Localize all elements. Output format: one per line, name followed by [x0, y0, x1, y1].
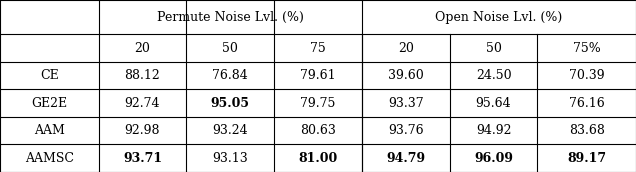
Text: 50: 50: [486, 42, 501, 55]
Text: 88.12: 88.12: [125, 69, 160, 82]
Text: 75: 75: [310, 42, 326, 55]
Text: Open Noise Lvl. (%): Open Noise Lvl. (%): [435, 11, 563, 24]
Text: 80.63: 80.63: [300, 124, 336, 137]
Text: 39.60: 39.60: [388, 69, 424, 82]
Text: 96.09: 96.09: [474, 152, 513, 165]
Text: 83.68: 83.68: [569, 124, 605, 137]
Text: 76.84: 76.84: [212, 69, 248, 82]
Text: 92.98: 92.98: [125, 124, 160, 137]
Text: 81.00: 81.00: [298, 152, 338, 165]
Text: 94.92: 94.92: [476, 124, 511, 137]
Text: 95.05: 95.05: [211, 97, 250, 110]
Text: Permute Noise Lvl. (%): Permute Noise Lvl. (%): [157, 11, 303, 24]
Text: 70.39: 70.39: [569, 69, 605, 82]
Text: 93.71: 93.71: [123, 152, 162, 165]
Text: 92.74: 92.74: [125, 97, 160, 110]
Text: 93.76: 93.76: [388, 124, 424, 137]
Text: 79.75: 79.75: [300, 97, 336, 110]
Text: 79.61: 79.61: [300, 69, 336, 82]
Text: 20: 20: [398, 42, 413, 55]
Text: 24.50: 24.50: [476, 69, 511, 82]
Text: 75%: 75%: [573, 42, 600, 55]
Text: 94.79: 94.79: [386, 152, 425, 165]
Text: AAMSC: AAMSC: [25, 152, 74, 165]
Text: 93.24: 93.24: [212, 124, 248, 137]
Text: 50: 50: [223, 42, 238, 55]
Text: AAM: AAM: [34, 124, 65, 137]
Text: 93.37: 93.37: [388, 97, 424, 110]
Text: 89.17: 89.17: [567, 152, 606, 165]
Text: CE: CE: [40, 69, 59, 82]
Text: 20: 20: [135, 42, 150, 55]
Text: 76.16: 76.16: [569, 97, 605, 110]
Text: 93.13: 93.13: [212, 152, 248, 165]
Text: 95.64: 95.64: [476, 97, 511, 110]
Text: GE2E: GE2E: [31, 97, 67, 110]
